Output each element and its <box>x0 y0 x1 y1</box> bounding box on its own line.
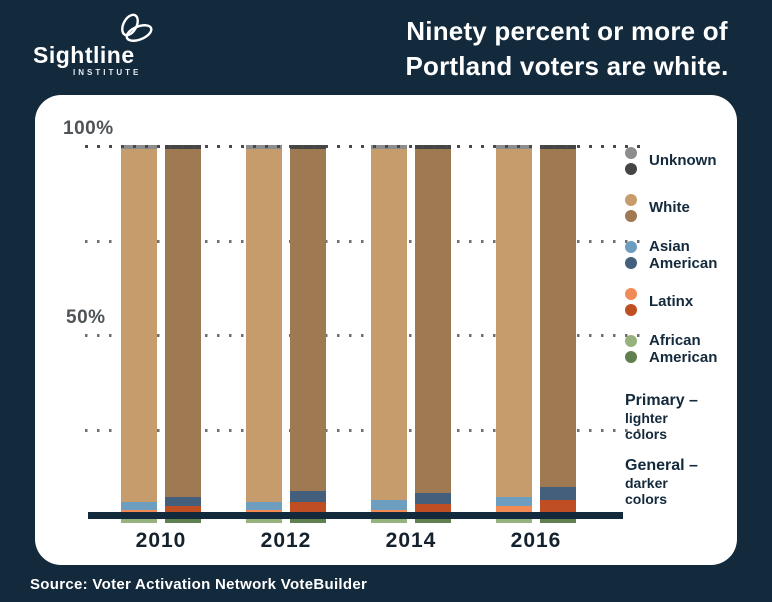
bar-2014-general <box>415 145 451 523</box>
segment-white-2014-primary <box>371 148 407 501</box>
segment-white-2016-primary <box>496 148 532 497</box>
bar-2010-primary <box>121 145 157 523</box>
chart-card: 100% 50% 2010 2012 2014 2016 Unknown White Asi… <box>35 95 737 565</box>
legend-entry-unknown: Unknown <box>625 137 735 184</box>
legend-label: White <box>649 199 690 216</box>
segment-latinx-2010-general <box>165 506 201 514</box>
segment-asian-american-2012-general <box>290 490 326 503</box>
bar-2012-general <box>290 145 326 523</box>
legend-entry-latinx: Latinx <box>625 278 735 325</box>
segment-asian-american-2014-primary <box>371 500 407 510</box>
x-axis-line <box>88 512 623 519</box>
legend-dots-asian-american <box>625 240 637 269</box>
segment-latinx-2012-general <box>290 502 326 512</box>
x-axis-label-2016: 2016 <box>510 529 562 552</box>
legend-dot-light-icon <box>625 193 637 206</box>
sightline-logo: Sightline INSTITUTE <box>33 10 163 80</box>
legend-entry-asian-american: Asian American <box>625 231 735 278</box>
legend-dots-african-american <box>625 334 637 363</box>
legend-dot-dark-icon <box>625 303 637 316</box>
legend-label: Latinx <box>649 293 694 310</box>
bar-2016-primary <box>496 145 532 523</box>
page-title-line2: Portland voters are white. <box>405 51 729 81</box>
legend-note-primary-line2: colors <box>625 426 668 442</box>
legend-note-general: General – darker colors <box>625 457 698 507</box>
legend-dot-dark-icon <box>625 209 637 222</box>
y-tick-50: 50% <box>66 307 106 328</box>
legend-note-general-title: General – <box>625 457 698 474</box>
legend-dots-white <box>625 193 637 222</box>
legend-entry-african-american: African American <box>625 325 735 372</box>
legend-dot-light-icon <box>625 287 637 300</box>
legend-note-primary-line1: lighter <box>625 410 668 426</box>
plot-area: 2010 2012 2014 2016 <box>85 145 640 552</box>
source-credit: Source: Voter Activation Network VoteBui… <box>30 576 368 593</box>
segment-asian-american-2016-general <box>540 487 576 501</box>
legend-entry-white: White <box>625 184 735 231</box>
legend-note-general-line1: darker <box>625 475 668 491</box>
legend-dot-dark-icon <box>625 256 637 269</box>
legend-note-primary-title: Primary – <box>625 392 698 409</box>
legend-label: Asian American <box>649 237 718 272</box>
legend-dot-dark-icon <box>625 162 637 175</box>
legend-dot-light-icon <box>625 146 637 159</box>
legend-dots-latinx <box>625 287 637 316</box>
bar-2016-general <box>540 145 576 523</box>
legend-note-primary: Primary – lighter colors <box>625 392 698 442</box>
bar-2010-general <box>165 145 201 523</box>
legend-dots-unknown <box>625 146 637 175</box>
gridline-100 <box>85 145 640 148</box>
legend-label: Unknown <box>649 152 717 169</box>
x-axis-label-2010: 2010 <box>135 529 187 552</box>
segment-african-american-2010-primary <box>121 515 157 523</box>
legend-dot-light-icon <box>625 334 637 347</box>
logo-subtitle: INSTITUTE <box>73 68 142 77</box>
legend-note-general-line2: colors <box>625 491 668 507</box>
bar-2014-primary <box>371 145 407 523</box>
sightline-logo-icon <box>113 12 157 53</box>
segment-asian-american-2010-primary <box>121 502 157 510</box>
segment-african-american-2012-primary <box>246 515 282 523</box>
segment-latinx-2016-general <box>540 500 576 512</box>
legend-dot-dark-icon <box>625 350 637 363</box>
logo-wordmark: Sightline <box>33 42 135 68</box>
legend-label: African American <box>649 331 718 366</box>
gridline-75 <box>85 239 640 243</box>
gridline-50 <box>85 334 640 337</box>
segment-latinx-2014-general <box>415 504 451 514</box>
y-tick-100: 100% <box>63 118 114 139</box>
legend: Unknown White Asian American Latinx African … <box>625 137 735 372</box>
legend-dot-light-icon <box>625 240 637 253</box>
segment-white-2010-general <box>165 148 201 497</box>
bar-2012-primary <box>246 145 282 523</box>
segment-african-american-2014-primary <box>371 515 407 523</box>
segment-asian-american-2010-general <box>165 496 201 507</box>
segment-asian-american-2012-primary <box>246 502 282 510</box>
gridline-25 <box>85 428 640 432</box>
segment-white-2016-general <box>540 148 576 488</box>
x-axis-label-2012: 2012 <box>260 529 312 552</box>
segment-asian-american-2014-general <box>415 492 451 505</box>
segment-asian-american-2016-primary <box>496 496 532 507</box>
segment-white-2010-primary <box>121 148 157 503</box>
page-title: Ninety percent or more of Portland voter… <box>378 14 756 84</box>
segment-white-2012-general <box>290 148 326 491</box>
x-axis-label-2014: 2014 <box>385 529 437 552</box>
segment-white-2012-primary <box>246 148 282 503</box>
segment-latinx-2016-primary <box>496 506 532 514</box>
page-title-line1: Ninety percent or more of <box>406 16 728 46</box>
segment-white-2014-general <box>415 148 451 493</box>
